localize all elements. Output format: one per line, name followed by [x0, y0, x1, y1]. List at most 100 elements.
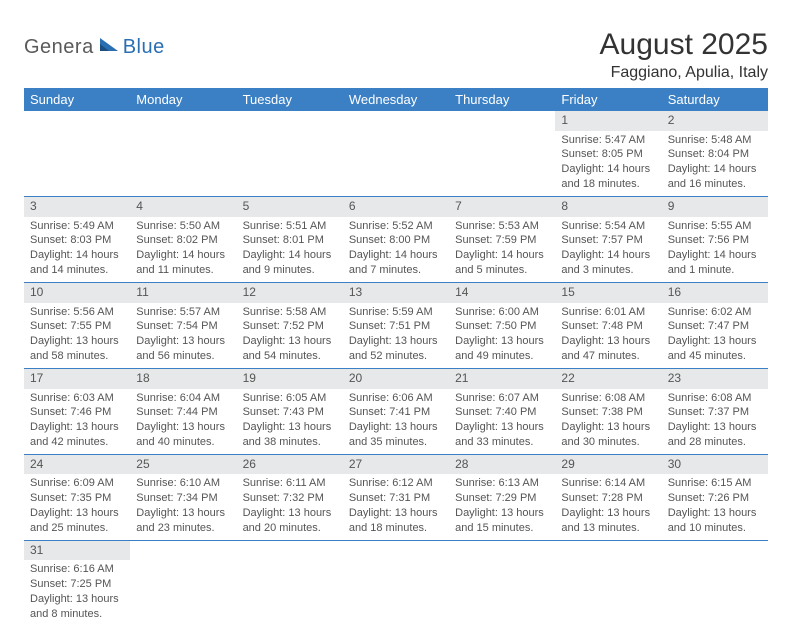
sunrise-text: Sunrise: 6:03 AM — [30, 391, 124, 406]
weekday-header: Saturday — [662, 88, 768, 111]
weekday-header-row: Sunday Monday Tuesday Wednesday Thursday… — [24, 88, 768, 111]
calendar-day-cell — [130, 111, 236, 196]
calendar-day-cell: 15Sunrise: 6:01 AMSunset: 7:48 PMDayligh… — [555, 282, 661, 368]
calendar-day-cell: 1Sunrise: 5:47 AMSunset: 8:05 PMDaylight… — [555, 111, 661, 196]
location-text: Faggiano, Apulia, Italy — [600, 64, 768, 82]
empty-day — [555, 541, 661, 561]
day-number: 6 — [343, 197, 449, 217]
day-detail: Sunrise: 6:09 AMSunset: 7:35 PMDaylight:… — [24, 474, 130, 539]
calendar-day-cell: 26Sunrise: 6:11 AMSunset: 7:32 PMDayligh… — [237, 454, 343, 540]
month-title: August 2025 — [600, 28, 768, 62]
daylight-text: Daylight: 13 hours and 23 minutes. — [136, 506, 230, 536]
title-block: August 2025 Faggiano, Apulia, Italy — [600, 28, 768, 82]
calendar-week-row: 10Sunrise: 5:56 AMSunset: 7:55 PMDayligh… — [24, 282, 768, 368]
day-number: 8 — [555, 197, 661, 217]
sunset-text: Sunset: 8:04 PM — [668, 147, 762, 162]
calendar-day-cell: 7Sunrise: 5:53 AMSunset: 7:59 PMDaylight… — [449, 196, 555, 282]
day-number: 22 — [555, 369, 661, 389]
day-detail: Sunrise: 6:10 AMSunset: 7:34 PMDaylight:… — [130, 474, 236, 539]
calendar-day-cell: 17Sunrise: 6:03 AMSunset: 7:46 PMDayligh… — [24, 368, 130, 454]
day-number: 15 — [555, 283, 661, 303]
sunrise-text: Sunrise: 6:12 AM — [349, 476, 443, 491]
calendar-day-cell — [662, 540, 768, 625]
day-number: 23 — [662, 369, 768, 389]
calendar-day-cell — [237, 540, 343, 625]
calendar-day-cell: 27Sunrise: 6:12 AMSunset: 7:31 PMDayligh… — [343, 454, 449, 540]
day-detail: Sunrise: 6:04 AMSunset: 7:44 PMDaylight:… — [130, 389, 236, 454]
calendar-body: 1Sunrise: 5:47 AMSunset: 8:05 PMDaylight… — [24, 111, 768, 626]
daylight-text: Daylight: 14 hours and 5 minutes. — [455, 248, 549, 278]
daylight-text: Daylight: 13 hours and 15 minutes. — [455, 506, 549, 536]
sunset-text: Sunset: 7:46 PM — [30, 405, 124, 420]
sunset-text: Sunset: 8:00 PM — [349, 233, 443, 248]
sunrise-text: Sunrise: 5:56 AM — [30, 305, 124, 320]
calendar-day-cell — [130, 540, 236, 625]
day-detail: Sunrise: 5:53 AMSunset: 7:59 PMDaylight:… — [449, 217, 555, 282]
empty-day — [237, 541, 343, 561]
calendar-week-row: 3Sunrise: 5:49 AMSunset: 8:03 PMDaylight… — [24, 196, 768, 282]
calendar-day-cell: 2Sunrise: 5:48 AMSunset: 8:04 PMDaylight… — [662, 111, 768, 196]
daylight-text: Daylight: 13 hours and 54 minutes. — [243, 334, 337, 364]
sunset-text: Sunset: 7:52 PM — [243, 319, 337, 334]
sunset-text: Sunset: 7:38 PM — [561, 405, 655, 420]
sunset-text: Sunset: 7:57 PM — [561, 233, 655, 248]
day-number: 1 — [555, 111, 661, 131]
daylight-text: Daylight: 13 hours and 58 minutes. — [30, 334, 124, 364]
sunrise-text: Sunrise: 5:49 AM — [30, 219, 124, 234]
daylight-text: Daylight: 14 hours and 16 minutes. — [668, 162, 762, 192]
day-detail: Sunrise: 5:57 AMSunset: 7:54 PMDaylight:… — [130, 303, 236, 368]
sunset-text: Sunset: 7:55 PM — [30, 319, 124, 334]
daylight-text: Daylight: 13 hours and 38 minutes. — [243, 420, 337, 450]
sunrise-text: Sunrise: 6:08 AM — [668, 391, 762, 406]
calendar-day-cell: 4Sunrise: 5:50 AMSunset: 8:02 PMDaylight… — [130, 196, 236, 282]
weekday-header: Sunday — [24, 88, 130, 111]
empty-day — [662, 541, 768, 561]
sunset-text: Sunset: 7:44 PM — [136, 405, 230, 420]
day-detail: Sunrise: 6:02 AMSunset: 7:47 PMDaylight:… — [662, 303, 768, 368]
day-number: 20 — [343, 369, 449, 389]
day-number: 16 — [662, 283, 768, 303]
sunset-text: Sunset: 7:29 PM — [455, 491, 549, 506]
empty-day — [343, 541, 449, 561]
day-detail: Sunrise: 5:55 AMSunset: 7:56 PMDaylight:… — [662, 217, 768, 282]
day-detail: Sunrise: 5:58 AMSunset: 7:52 PMDaylight:… — [237, 303, 343, 368]
day-detail: Sunrise: 6:00 AMSunset: 7:50 PMDaylight:… — [449, 303, 555, 368]
sunset-text: Sunset: 7:32 PM — [243, 491, 337, 506]
daylight-text: Daylight: 14 hours and 9 minutes. — [243, 248, 337, 278]
sunset-text: Sunset: 7:50 PM — [455, 319, 549, 334]
empty-day — [449, 541, 555, 561]
calendar-day-cell: 16Sunrise: 6:02 AMSunset: 7:47 PMDayligh… — [662, 282, 768, 368]
calendar-day-cell — [24, 111, 130, 196]
sunset-text: Sunset: 7:41 PM — [349, 405, 443, 420]
day-number: 28 — [449, 455, 555, 475]
sunset-text: Sunset: 7:37 PM — [668, 405, 762, 420]
calendar-day-cell: 22Sunrise: 6:08 AMSunset: 7:38 PMDayligh… — [555, 368, 661, 454]
calendar-day-cell: 18Sunrise: 6:04 AMSunset: 7:44 PMDayligh… — [130, 368, 236, 454]
day-number: 24 — [24, 455, 130, 475]
day-detail: Sunrise: 6:14 AMSunset: 7:28 PMDaylight:… — [555, 474, 661, 539]
sunrise-text: Sunrise: 6:07 AM — [455, 391, 549, 406]
sunset-text: Sunset: 8:03 PM — [30, 233, 124, 248]
daylight-text: Daylight: 13 hours and 56 minutes. — [136, 334, 230, 364]
sunrise-text: Sunrise: 6:16 AM — [30, 562, 124, 577]
sunrise-text: Sunrise: 5:50 AM — [136, 219, 230, 234]
calendar-day-cell: 8Sunrise: 5:54 AMSunset: 7:57 PMDaylight… — [555, 196, 661, 282]
daylight-text: Daylight: 13 hours and 30 minutes. — [561, 420, 655, 450]
day-detail: Sunrise: 5:59 AMSunset: 7:51 PMDaylight:… — [343, 303, 449, 368]
day-number: 26 — [237, 455, 343, 475]
header: Genera Blue August 2025 Faggiano, Apulia… — [24, 28, 768, 82]
day-detail: Sunrise: 5:47 AMSunset: 8:05 PMDaylight:… — [555, 131, 661, 196]
calendar-day-cell: 19Sunrise: 6:05 AMSunset: 7:43 PMDayligh… — [237, 368, 343, 454]
empty-day — [130, 541, 236, 561]
day-number: 27 — [343, 455, 449, 475]
sunrise-text: Sunrise: 5:57 AM — [136, 305, 230, 320]
sunset-text: Sunset: 7:43 PM — [243, 405, 337, 420]
daylight-text: Daylight: 13 hours and 13 minutes. — [561, 506, 655, 536]
empty-day — [449, 111, 555, 131]
calendar-page: Genera Blue August 2025 Faggiano, Apulia… — [0, 0, 792, 626]
daylight-text: Daylight: 13 hours and 18 minutes. — [349, 506, 443, 536]
daylight-text: Daylight: 13 hours and 45 minutes. — [668, 334, 762, 364]
day-detail: Sunrise: 5:54 AMSunset: 7:57 PMDaylight:… — [555, 217, 661, 282]
day-detail: Sunrise: 5:52 AMSunset: 8:00 PMDaylight:… — [343, 217, 449, 282]
daylight-text: Daylight: 13 hours and 35 minutes. — [349, 420, 443, 450]
